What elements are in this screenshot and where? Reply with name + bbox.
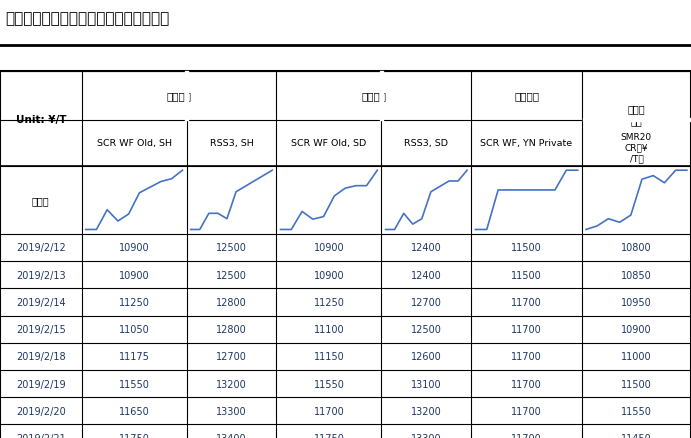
Text: 11700: 11700 — [511, 297, 542, 307]
Text: 12700: 12700 — [411, 297, 442, 307]
Text: RSS3, SD: RSS3, SD — [404, 139, 448, 148]
Text: 11750: 11750 — [119, 433, 149, 438]
Text: 13300: 13300 — [216, 406, 247, 416]
Text: 2019/2/15: 2019/2/15 — [16, 325, 66, 334]
Text: 11700: 11700 — [511, 433, 542, 438]
Text: 13400: 13400 — [216, 433, 247, 438]
Text: 10850: 10850 — [621, 270, 652, 280]
Text: 11250: 11250 — [119, 297, 149, 307]
Text: 2019/2/12: 2019/2/12 — [16, 243, 66, 253]
Text: 迷你图: 迷你图 — [32, 195, 50, 205]
Text: 11700: 11700 — [511, 379, 542, 389]
Text: 12500: 12500 — [216, 270, 247, 280]
Text: RSS3, SH: RSS3, SH — [209, 139, 254, 148]
Text: 云南市场: 云南市场 — [514, 92, 539, 101]
Text: 11700: 11700 — [511, 352, 542, 361]
Text: 12700: 12700 — [216, 352, 247, 361]
Text: 13300: 13300 — [411, 433, 442, 438]
Text: SMR20
CR（¥
/T）: SMR20 CR（¥ /T） — [621, 133, 652, 162]
Text: 11650: 11650 — [119, 406, 149, 416]
Text: 11000: 11000 — [621, 352, 652, 361]
Text: 2019/2/13: 2019/2/13 — [16, 270, 66, 280]
Text: 11700: 11700 — [314, 406, 344, 416]
Text: 10900: 10900 — [621, 325, 652, 334]
Text: 11500: 11500 — [621, 379, 652, 389]
Text: 2019/2/21: 2019/2/21 — [16, 433, 66, 438]
Text: 11150: 11150 — [314, 352, 344, 361]
Text: 12500: 12500 — [411, 325, 442, 334]
Text: 11550: 11550 — [621, 406, 652, 416]
Text: 人民币
复合: 人民币 复合 — [627, 104, 645, 126]
Text: 10900: 10900 — [314, 270, 344, 280]
Text: 10900: 10900 — [119, 243, 149, 253]
Text: 国内全乳胶、烟片胶及复合胶分市场报价: 国内全乳胶、烟片胶及复合胶分市场报价 — [6, 11, 170, 26]
Text: 13200: 13200 — [216, 379, 247, 389]
Text: 10900: 10900 — [314, 243, 344, 253]
Text: 12800: 12800 — [216, 297, 247, 307]
Text: 12400: 12400 — [411, 270, 442, 280]
Text: 2019/2/19: 2019/2/19 — [16, 379, 66, 389]
Text: 11500: 11500 — [511, 243, 542, 253]
Text: 12400: 12400 — [411, 243, 442, 253]
Text: 11175: 11175 — [119, 352, 149, 361]
Text: 11250: 11250 — [314, 297, 344, 307]
Text: SCR WF Old, SH: SCR WF Old, SH — [97, 139, 171, 148]
Text: 11100: 11100 — [314, 325, 344, 334]
Text: 13200: 13200 — [411, 406, 442, 416]
Text: 2019/2/14: 2019/2/14 — [16, 297, 66, 307]
Text: 11550: 11550 — [314, 379, 344, 389]
Text: 11550: 11550 — [119, 379, 149, 389]
Text: Unit: ¥/T: Unit: ¥/T — [15, 114, 66, 124]
Text: 11750: 11750 — [314, 433, 344, 438]
Text: 11050: 11050 — [119, 325, 149, 334]
Text: SCR WF, YN Private: SCR WF, YN Private — [480, 139, 573, 148]
Text: 10950: 10950 — [621, 297, 652, 307]
Text: SCR WF Old, SD: SCR WF Old, SD — [292, 139, 366, 148]
Text: 12500: 12500 — [216, 243, 247, 253]
Text: 11500: 11500 — [511, 270, 542, 280]
Text: 12800: 12800 — [216, 325, 247, 334]
Text: 11700: 11700 — [511, 406, 542, 416]
Text: 10800: 10800 — [621, 243, 652, 253]
Text: 11700: 11700 — [511, 325, 542, 334]
Text: 上海市场: 上海市场 — [167, 92, 191, 101]
Text: 11450: 11450 — [621, 433, 652, 438]
Text: 12600: 12600 — [411, 352, 442, 361]
Text: 10900: 10900 — [119, 270, 149, 280]
Text: 山东市场: 山东市场 — [361, 92, 386, 101]
Text: 2019/2/20: 2019/2/20 — [16, 406, 66, 416]
Text: 13100: 13100 — [411, 379, 442, 389]
Text: 2019/2/18: 2019/2/18 — [16, 352, 66, 361]
